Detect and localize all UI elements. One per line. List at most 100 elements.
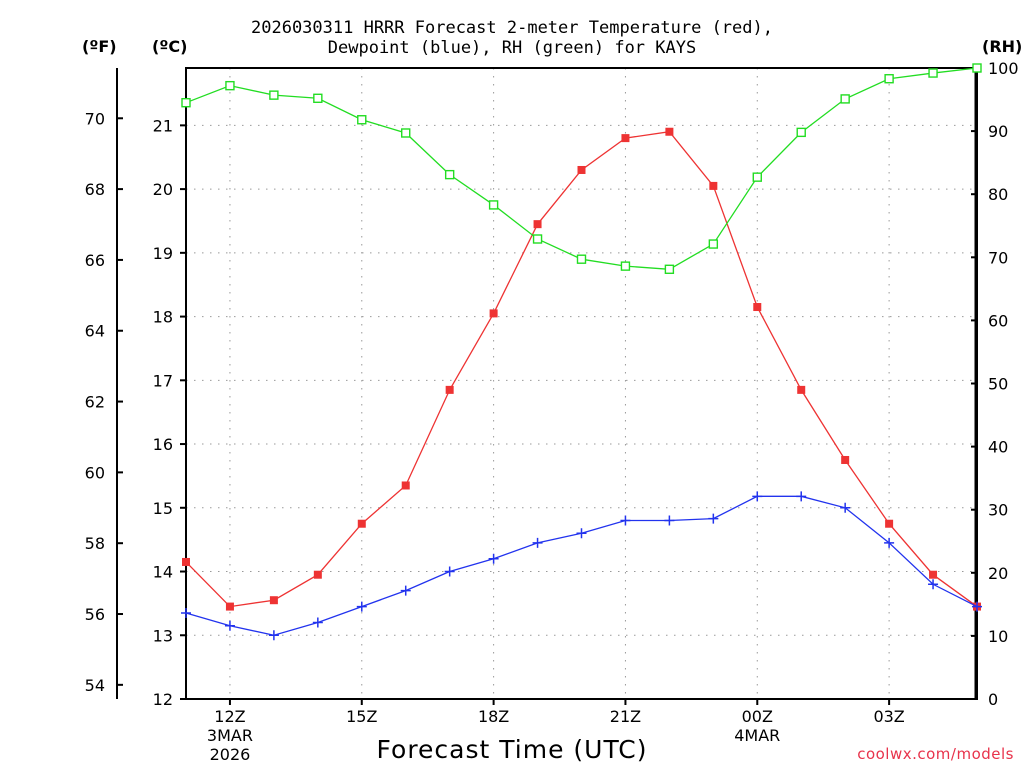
temperature-point [929, 570, 938, 579]
temperature-point [445, 385, 454, 394]
temperature-point [753, 303, 762, 312]
dewpoint-point [400, 585, 411, 596]
x-tick-label: 15Z [346, 707, 377, 726]
celsius-tick-label: 19 [153, 244, 173, 263]
temperature-point [401, 481, 410, 490]
rh-point [532, 234, 543, 244]
fahrenheit-unit-label: (ºF) [82, 37, 117, 56]
temperature-point [885, 519, 894, 528]
dewpoint-point [664, 515, 675, 526]
celsius-tick-label: 17 [153, 371, 173, 390]
x-tick-label: 2026 [210, 745, 251, 764]
rh-tick-label: 90 [988, 122, 1008, 141]
dewpoint-point [444, 566, 455, 577]
celsius-tick-label: 13 [153, 626, 173, 645]
rh-point [972, 63, 982, 73]
x-tick-label: 4MAR [734, 726, 780, 745]
x-tick-label: 03Z [873, 707, 904, 726]
fahrenheit-tick-label: 54 [85, 676, 105, 695]
dewpoint-point [708, 513, 719, 524]
rh-point [444, 169, 455, 180]
celsius-tick-label: 15 [153, 499, 173, 518]
dewpoint-point [356, 601, 367, 612]
rh-tick-label: 30 [988, 501, 1008, 520]
rh-tick-label: 0 [988, 690, 998, 709]
temperature-point [577, 165, 586, 174]
dewpoint-point [752, 491, 763, 502]
chart-title-line-2: Dewpoint (blue), RH (green) for KAYS [327, 38, 697, 58]
fahrenheit-tick-label: 58 [85, 534, 105, 553]
dewpoint-point [928, 579, 939, 590]
rh-tick-label: 40 [988, 438, 1008, 457]
temperature-point [313, 570, 322, 579]
rh-point [708, 239, 719, 249]
grid-lines [186, 68, 977, 699]
rh-point [576, 254, 587, 264]
temperature-point [709, 181, 718, 190]
dewpoint-point [488, 553, 499, 564]
dewpoint-point [576, 528, 587, 539]
x-tick-label: 18Z [478, 707, 509, 726]
rh-point [225, 80, 235, 91]
fahrenheit-tick-label: 60 [85, 463, 105, 482]
temperature-point [665, 127, 674, 136]
rh-tick-label: 20 [988, 564, 1008, 583]
celsius-unit-label: (ºC) [152, 37, 188, 56]
dewpoint-point [312, 617, 323, 628]
rh-tick-label: 10 [988, 627, 1008, 646]
temperature-point [489, 309, 498, 318]
fahrenheit-tick-label: 64 [85, 322, 105, 341]
dewpoint-point [840, 502, 851, 513]
temperature-point [182, 557, 190, 566]
rh-tick-label: 70 [988, 248, 1008, 267]
x-tick-label: 3MAR [207, 726, 253, 745]
celsius-tick-label: 16 [153, 435, 173, 454]
celsius-tick-label: 14 [153, 563, 173, 582]
dewpoint-point [268, 630, 279, 641]
data-series [181, 63, 982, 641]
dewpoint-point [620, 515, 631, 526]
dewpoint-point [532, 537, 543, 548]
rh-point [620, 261, 631, 271]
rh-point [269, 90, 279, 100]
source-credit: coolwx.com/models [857, 745, 1014, 763]
x-tick-label: 12Z [214, 707, 245, 726]
dewpoint-point [181, 607, 191, 618]
celsius-tick-label: 21 [153, 116, 173, 135]
rh-point [664, 264, 675, 274]
dewpoint-point [796, 491, 807, 502]
temperature-point [621, 134, 630, 143]
chart-title-line-1: 2026030311 HRRR Forecast 2-meter Tempera… [251, 18, 773, 38]
rh-tick-label: 50 [988, 375, 1008, 394]
dewpoint-point [884, 537, 895, 548]
rh-point [884, 74, 894, 84]
dewpoint-point [224, 620, 235, 631]
plot-frame [185, 67, 978, 700]
rh-point [752, 172, 762, 182]
x-tick-label: 21Z [610, 707, 641, 726]
axis-ticks-and-labels: 12 13 14 15 16 17 18 19 20 21 54 56 58 60 62 64 66 68 70 0 1… [85, 59, 1019, 764]
temperature-point [797, 385, 806, 394]
temperature-point [269, 596, 278, 605]
celsius-tick-label: 20 [153, 180, 173, 199]
fahrenheit-tick-label: 66 [85, 251, 105, 270]
rh-unit-label: (RH) [982, 37, 1023, 56]
rh-point [840, 94, 850, 104]
temperature-point [841, 455, 850, 464]
fahrenheit-tick-label: 56 [85, 605, 105, 624]
rh-point [401, 128, 411, 138]
rh-tick-label: 100 [988, 59, 1019, 78]
rh-point [928, 68, 938, 78]
celsius-tick-label: 18 [153, 308, 173, 327]
fahrenheit-tick-label: 68 [85, 180, 105, 199]
temperature-point [357, 519, 366, 528]
fahrenheit-tick-label: 62 [85, 393, 105, 412]
rh-tick-label: 80 [988, 185, 1008, 204]
rh-tick-label: 60 [988, 311, 1008, 330]
rh-point [488, 200, 499, 210]
fahrenheit-tick-label: 70 [85, 109, 105, 128]
temperature-point [533, 220, 542, 229]
temperature-point [225, 602, 234, 611]
rh-point [313, 93, 323, 103]
